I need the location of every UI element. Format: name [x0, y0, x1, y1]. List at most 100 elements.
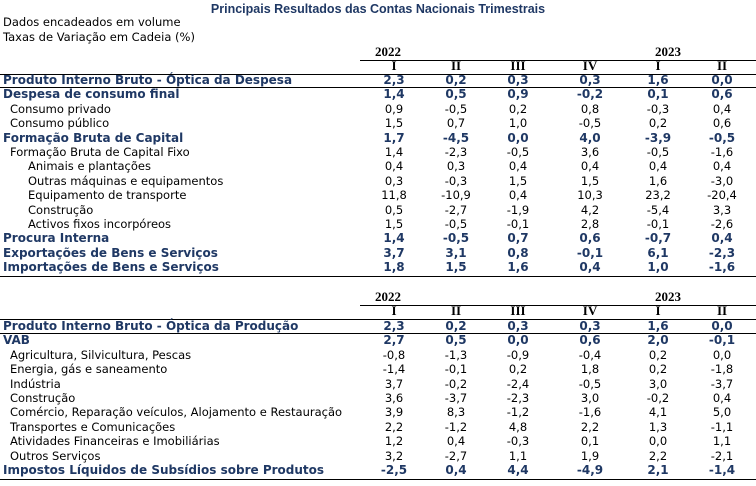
value-cell: -2,4 [506, 376, 530, 391]
note-rates: Taxas de Variação em Cadeia (%) [3, 30, 195, 44]
value-cell: 0,2 [648, 116, 668, 131]
value-cell: 0,0 [711, 319, 733, 333]
row-label: Outros Serviços [10, 448, 101, 463]
value-cell: 1,5 [384, 217, 404, 231]
table-end-rule [0, 276, 756, 277]
table-row: Indústria 3,7 -0,2 -2,4 -0,5 3,0 -3,7 [0, 377, 756, 391]
table-row: Animais e plantações 0,4 0,3 0,4 0,4 0,4 0,4 [0, 159, 756, 173]
value-cell: -0,2 [646, 391, 670, 405]
value-cell: 0,6 [579, 231, 601, 246]
value-cell: -2,6 [710, 217, 734, 231]
value-cell: 4,1 [648, 405, 668, 420]
value-cell: 3,0 [648, 376, 668, 391]
value-cell: 0,0 [507, 333, 529, 348]
value-cell: -3,7 [710, 376, 734, 391]
value-cell: 0,0 [711, 73, 733, 87]
value-cell: -1,2 [506, 405, 530, 420]
value-cell: 10,3 [577, 188, 603, 203]
value-cell: 3,7 [383, 245, 405, 260]
value-cell: -0,4 [578, 347, 602, 362]
value-cell: 2,1 [647, 463, 669, 477]
value-cell: 3,6 [384, 391, 404, 405]
value-cell: 1,8 [383, 260, 405, 275]
value-cell: 0,4 [579, 260, 601, 275]
row-label: Impostos Líquidos de Subsídios sobre Pro… [3, 463, 325, 477]
value-cell: 0,2 [508, 101, 528, 116]
value-cell: -0,8 [382, 347, 406, 362]
value-cell: 0,2 [508, 362, 528, 377]
value-cell: 1,6 [647, 319, 669, 333]
value-cell: 0,2 [648, 362, 668, 377]
value-cell: -0,2 [444, 376, 468, 391]
value-cell: 0,4 [445, 463, 467, 477]
value-cell: 0,3 [579, 73, 601, 87]
table-row: Equipamento de transporte 11,8 -10,9 0,4 10,… [0, 188, 756, 202]
value-cell: 11,8 [381, 188, 407, 203]
year-header-2023: 2023 [655, 44, 681, 59]
value-cell: -0,5 [578, 376, 602, 391]
quarter-header: II [450, 58, 462, 73]
value-cell: -2,3 [506, 391, 530, 405]
row-label: Importações de Bens e Serviços [3, 260, 219, 275]
value-cell: 0,8 [507, 245, 529, 260]
value-cell: 2,8 [580, 217, 600, 231]
table-row: Energia, gás e saneamento -1,4 -0,1 0,2 1,8 0… [0, 362, 756, 376]
table-row: Impostos Líquidos de Subsídios sobre Pro… [0, 463, 756, 477]
value-cell: -2,7 [444, 202, 468, 217]
quarter-header: I [391, 58, 397, 73]
value-cell: 1,2 [384, 434, 404, 449]
value-cell: 0,4 [508, 159, 528, 174]
value-cell: 23,2 [645, 188, 671, 203]
value-cell: 1,0 [647, 260, 669, 275]
value-cell: 0,8 [580, 101, 600, 116]
value-cell: 4,4 [507, 463, 529, 477]
row-label: Transportes e Comunicações [10, 419, 176, 434]
row-label: Equipamento de transporte [28, 188, 187, 203]
value-cell: -0,5 [708, 130, 736, 145]
value-cell: 1,6 [647, 73, 669, 87]
value-cell: 0,4 [712, 101, 732, 116]
value-cell: -0,1 [708, 333, 736, 348]
value-cell: 0,9 [384, 101, 404, 116]
value-cell: -1,4 [708, 463, 736, 477]
value-cell: 2,2 [384, 419, 404, 434]
value-cell: 3,0 [580, 391, 600, 405]
value-cell: 0,1 [580, 434, 600, 449]
row-label: Construção [28, 202, 94, 217]
value-cell: -20,4 [707, 188, 737, 203]
row-rule [0, 87, 756, 88]
value-cell: 0,5 [445, 87, 467, 102]
value-cell: 1,1 [712, 434, 732, 449]
value-cell: 8,3 [446, 405, 466, 420]
value-cell: 0,0 [712, 347, 732, 362]
value-cell: 1,1 [508, 448, 528, 463]
value-cell: -0,9 [506, 347, 530, 362]
value-cell: -3,9 [644, 130, 672, 145]
table-row: Produto Interno Bruto - Óptica da Produç… [0, 319, 756, 333]
value-cell: 3,3 [712, 202, 732, 217]
quarter-header: II [716, 58, 728, 73]
row-label: Procura Interna [3, 231, 110, 246]
value-cell: 0,4 [508, 188, 528, 203]
table-row: Activos fixos incorpóreos 1,5 -0,5 -0,1 2,8 -… [0, 217, 756, 231]
value-cell: 0,3 [579, 319, 601, 333]
table-row: Exportações de Bens e Serviços 3,7 3,1 0,8 -… [0, 246, 756, 260]
value-cell: -4,9 [576, 463, 604, 477]
row-label: Energia, gás e saneamento [10, 362, 168, 377]
value-cell: -4,5 [442, 130, 470, 145]
row-label: Produto Interno Bruto - Óptica da Produç… [3, 319, 299, 333]
row-label: Indústria [10, 376, 61, 391]
header-bottom-rule [0, 319, 756, 320]
table-row: Outros Serviços 3,2 -2,7 1,1 1,9 2,2 -2,1 [0, 449, 756, 463]
value-cell: -0,5 [442, 231, 470, 246]
value-cell: 0,6 [711, 87, 733, 102]
quarter-header: IV [582, 303, 598, 318]
value-cell: -1,1 [710, 419, 734, 434]
value-cell: -0,1 [506, 217, 530, 231]
value-cell: -0,1 [646, 217, 670, 231]
row-label: Atividades Financeiras e Imobiliárias [10, 434, 220, 449]
value-cell: 0,4 [446, 434, 466, 449]
row-label: Agricultura, Silvicultura, Pescas [10, 347, 192, 362]
value-cell: 1,9 [580, 448, 600, 463]
value-cell: -0,5 [444, 217, 468, 231]
